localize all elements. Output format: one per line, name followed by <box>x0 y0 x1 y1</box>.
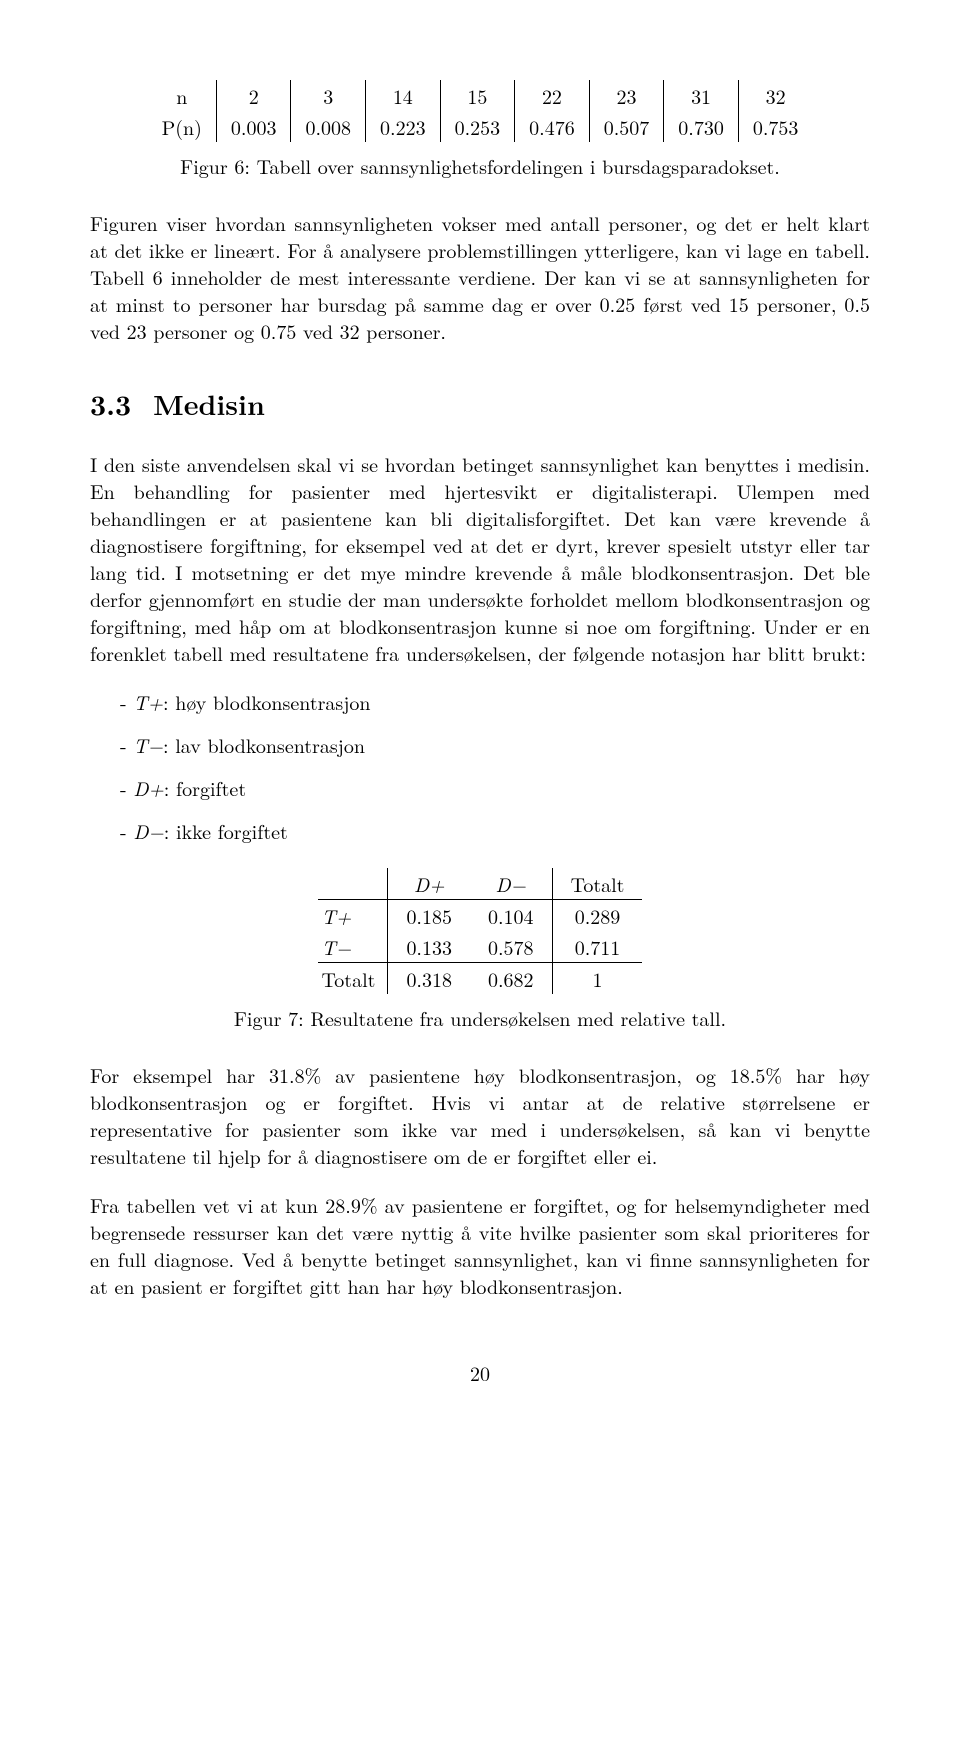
cell: 22 <box>515 80 590 111</box>
desc: lav blodkonsentrasjon <box>175 730 365 759</box>
cell: n <box>148 80 217 111</box>
notation-list: T+: høy blodkonsentrasjon T−: lav blodko… <box>90 688 870 844</box>
paragraph: I den siste anvendelsen skal vi se hvord… <box>90 450 870 666</box>
list-item: D+: forgiftet <box>120 774 870 801</box>
cell: 0.578 <box>470 931 552 963</box>
cell: 31 <box>664 80 739 111</box>
table-row: D+ D− Totalt <box>318 868 643 900</box>
page-number: 20 <box>90 1359 870 1386</box>
cell: 0.507 <box>589 111 664 142</box>
paragraph: Fra tabellen vet vi at kun 28.9% av pasi… <box>90 1191 870 1299</box>
cell: 0.008 <box>291 111 366 142</box>
cell: 0.730 <box>664 111 739 142</box>
list-item: T−: lav blodkonsentrasjon <box>120 731 870 758</box>
table-row: Totalt 0.318 0.682 1 <box>318 962 643 994</box>
cell: 0.185 <box>388 899 470 931</box>
cell: P(n) <box>148 111 217 142</box>
cell: 2 <box>216 80 291 111</box>
cell: 0.003 <box>216 111 291 142</box>
symbol: D+ <box>133 773 163 802</box>
desc: ikke forgiftet <box>176 816 288 845</box>
section-title: Medisin <box>153 384 265 424</box>
cell: 0.476 <box>515 111 590 142</box>
cell: D+ <box>388 868 470 900</box>
symbol: T− <box>133 730 163 759</box>
cell: 15 <box>440 80 515 111</box>
list-item: D−: ikke forgiftet <box>120 817 870 844</box>
desc: høy blodkonsentrasjon <box>175 687 370 716</box>
cell: 0.711 <box>552 931 642 963</box>
probability-table: n 2 3 14 15 22 23 31 32 P(n) 0.003 0.008… <box>148 80 813 142</box>
cell: 0.682 <box>470 962 552 994</box>
cell: 0.753 <box>738 111 812 142</box>
cell: D− <box>470 868 552 900</box>
cell <box>318 868 388 900</box>
cell: 0.318 <box>388 962 470 994</box>
cell: 3 <box>291 80 366 111</box>
results-table: D+ D− Totalt T+ 0.185 0.104 0.289 T− 0.1… <box>318 868 643 994</box>
table-row: P(n) 0.003 0.008 0.223 0.253 0.476 0.507… <box>148 111 813 142</box>
cell: 0.223 <box>366 111 441 142</box>
cell: 0.133 <box>388 931 470 963</box>
cell: 0.289 <box>552 899 642 931</box>
symbol: T+ <box>133 687 163 716</box>
cell: 1 <box>552 962 642 994</box>
cell: 0.104 <box>470 899 552 931</box>
list-item: T+: høy blodkonsentrasjon <box>120 688 870 715</box>
cell: 0.253 <box>440 111 515 142</box>
table-row: n 2 3 14 15 22 23 31 32 <box>148 80 813 111</box>
paragraph: For eksempel har 31.8% av pasientene høy… <box>90 1061 870 1169</box>
figure-caption-6: Figur 6: Tabell over sannsynlighetsforde… <box>90 152 870 179</box>
cell: 14 <box>366 80 441 111</box>
cell: Totalt <box>318 962 388 994</box>
table-row: T+ 0.185 0.104 0.289 <box>318 899 643 931</box>
cell: Totalt <box>552 868 642 900</box>
section-heading: 3.3 Medisin <box>90 386 870 424</box>
cell: 23 <box>589 80 664 111</box>
desc: forgiftet <box>176 773 246 802</box>
table-row: T− 0.133 0.578 0.711 <box>318 931 643 963</box>
section-number: 3.3 <box>90 384 131 424</box>
paragraph: Figuren viser hvordan sannsynligheten vo… <box>90 209 870 344</box>
symbol: D− <box>133 816 163 845</box>
cell: T+ <box>318 899 388 931</box>
cell: 32 <box>738 80 812 111</box>
cell: T− <box>318 931 388 963</box>
figure-caption-7: Figur 7: Resultatene fra undersøkelsen m… <box>90 1004 870 1031</box>
